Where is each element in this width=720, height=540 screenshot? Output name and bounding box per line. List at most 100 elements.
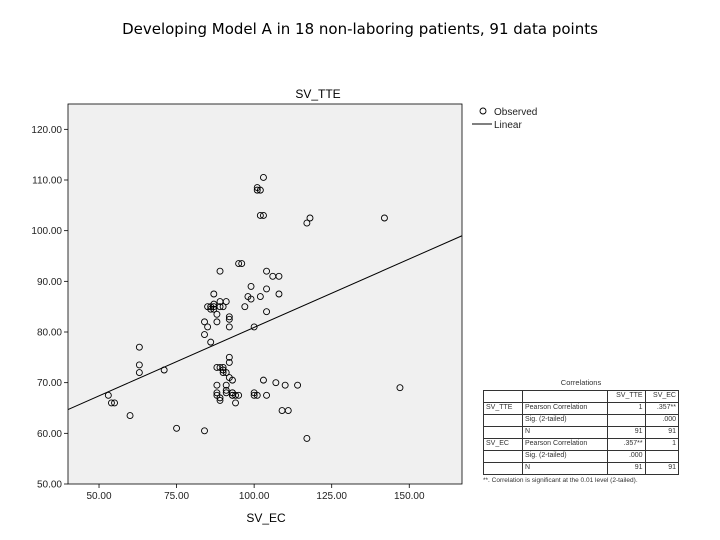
correlations-grid: SV_TTE SV_EC SV_TTE Pearson Correlation … — [483, 390, 680, 475]
data-point — [216, 303, 224, 311]
row-variable — [483, 462, 523, 475]
data-point — [250, 391, 258, 399]
table-row: N 91 91 — [483, 462, 680, 475]
data-point — [213, 389, 221, 397]
data-point — [294, 381, 302, 389]
cell-value: 1 — [607, 402, 646, 415]
data-point — [216, 396, 224, 404]
cell-value — [644, 450, 680, 463]
data-point — [306, 214, 314, 222]
y-tick-label: 100.00 — [31, 226, 62, 237]
cell-value: 1 — [644, 438, 680, 451]
data-point — [222, 369, 230, 376]
x-axis: 50.00 75.00 100.00 125.00 150.00 — [87, 484, 425, 502]
row-label: Sig. (2-tailed) — [522, 414, 608, 427]
data-point — [247, 295, 255, 303]
cell-value — [607, 414, 646, 427]
x-tick-label: 75.00 — [164, 491, 189, 502]
data-point — [256, 186, 264, 194]
data-point — [213, 381, 221, 389]
data-point — [135, 343, 143, 351]
data-point — [275, 290, 283, 298]
col-header: SV_TTE — [607, 390, 646, 403]
y-tick-label: 80.00 — [37, 328, 62, 339]
chart-title: SV_TTE — [295, 87, 340, 101]
row-label: N — [522, 426, 608, 439]
cell-value: .357** — [607, 438, 646, 451]
row-label: N — [522, 462, 608, 475]
data-point — [263, 285, 271, 293]
table-row: Sig. (2-tailed) .000 — [483, 450, 680, 463]
data-point — [225, 353, 233, 361]
data-point — [219, 364, 227, 371]
data-point — [238, 260, 246, 268]
data-point — [135, 361, 143, 369]
x-tick-label: 150.00 — [394, 491, 425, 502]
data-point — [263, 391, 271, 399]
data-point — [204, 323, 212, 331]
data-point — [275, 272, 283, 280]
data-point — [228, 376, 236, 384]
slide-title: Developing Model A in 18 non-laboring pa… — [122, 20, 598, 38]
col-header: SV_EC — [644, 390, 680, 403]
correlations-caption: Correlations — [560, 378, 602, 387]
legend-linear-label: Linear — [494, 120, 522, 131]
legend: Observed Linear — [472, 107, 537, 131]
row-variable — [483, 414, 523, 427]
data-point — [253, 391, 261, 399]
data-point — [222, 386, 230, 394]
data-point — [256, 293, 264, 300]
data-point — [126, 412, 134, 420]
data-point — [284, 407, 292, 414]
data-point — [219, 369, 227, 376]
data-point — [232, 399, 239, 407]
data-point — [111, 399, 118, 407]
data-point — [380, 214, 388, 222]
correlations-table: Correlations SV_TTE SV_EC SV_TTE Pearson… — [483, 378, 680, 485]
row-variable — [483, 426, 523, 439]
correlations-footnote: **. Correlation is significant at the 0.… — [483, 477, 638, 484]
row-label: Pearson Correlation — [522, 438, 608, 451]
data-point — [263, 267, 271, 275]
data-point — [213, 310, 221, 318]
cell-value: .357** — [644, 402, 680, 415]
data-point — [250, 323, 258, 331]
y-tick-label: 120.00 — [31, 125, 62, 136]
data-point — [201, 318, 208, 326]
y-axis: 50.00 60.00 70.00 80.00 90.00 100.00 110.00 120… — [31, 125, 68, 491]
data-point — [104, 391, 112, 399]
data-point — [173, 424, 181, 432]
data-point — [222, 381, 230, 389]
data-point — [225, 315, 233, 323]
data-point — [256, 212, 264, 219]
cell-value: 91 — [644, 426, 680, 439]
table-row: SV_TTE Pearson Correlation 1 .357** — [483, 402, 680, 415]
table-header-row: SV_TTE SV_EC — [483, 390, 680, 403]
data-point — [259, 212, 267, 219]
data-point — [207, 338, 215, 346]
plot-area — [67, 103, 463, 485]
cell-value: 91 — [607, 426, 646, 439]
cell-value: 91 — [644, 462, 680, 475]
cell-value: .000 — [607, 450, 646, 463]
y-tick-label: 70.00 — [37, 378, 62, 389]
data-point — [107, 399, 115, 407]
data-point — [213, 318, 221, 326]
table-row: N 91 91 — [483, 426, 680, 439]
legend-observed-label: Observed — [494, 107, 537, 118]
x-axis-title: SV_EC — [246, 511, 286, 525]
cell-value: 91 — [607, 462, 646, 475]
data-point — [232, 391, 239, 399]
data-point — [235, 260, 243, 268]
data-point — [210, 290, 218, 298]
data-point — [225, 323, 233, 331]
data-point — [201, 427, 208, 435]
table-row: SV_EC Pearson Correlation .357** 1 — [483, 438, 680, 451]
y-tick-label: 60.00 — [37, 429, 62, 440]
data-point — [303, 219, 311, 227]
data-point — [216, 394, 224, 402]
row-label: Sig. (2-tailed) — [522, 450, 608, 463]
y-tick-label: 110.00 — [32, 176, 62, 187]
data-point — [241, 303, 249, 311]
